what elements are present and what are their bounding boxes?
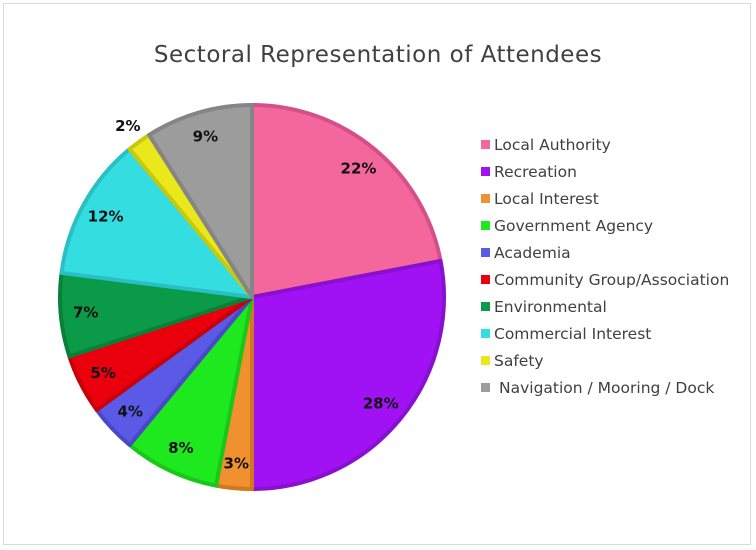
data-label: 7%: [73, 304, 98, 322]
legend-item: Safety: [481, 347, 729, 374]
legend-swatch: [481, 248, 490, 257]
data-label: 5%: [90, 364, 115, 382]
legend-label: Local Authority: [494, 135, 611, 154]
legend-label: Community Group/Association: [494, 270, 730, 289]
legend-label: Government Agency: [494, 216, 654, 235]
legend-label: Local Interest: [494, 189, 599, 208]
legend-item: Navigation / Mooring / Dock: [481, 374, 729, 401]
legend-item: Local Authority: [481, 131, 729, 158]
data-label: 4%: [117, 402, 142, 420]
data-label: 22%: [341, 159, 377, 177]
legend-label: Academia: [494, 243, 571, 262]
pie-slice-navigation-mooring-dock: [147, 103, 254, 299]
legend-swatch: [481, 140, 490, 149]
data-label: 9%: [193, 128, 218, 146]
data-label: 12%: [88, 208, 124, 226]
legend-swatch: [481, 383, 490, 392]
legend-item: Government Agency: [481, 212, 729, 239]
legend-label: Navigation / Mooring / Dock: [499, 378, 715, 397]
data-label: 2%: [115, 117, 140, 135]
legend-item: Commercial Interest: [481, 320, 729, 347]
legend-swatch: [481, 167, 490, 176]
pie-slice-recreation: [250, 259, 446, 491]
legend-label: Safety: [494, 351, 544, 370]
legend-item: Academia: [481, 239, 729, 266]
legend-item: Environmental: [481, 293, 729, 320]
legend-swatch: [481, 221, 490, 230]
legend-item: Local Interest: [481, 185, 729, 212]
legend-swatch: [481, 356, 490, 365]
data-label: 3%: [224, 454, 249, 472]
pie-slice-local-authority: [250, 103, 443, 299]
pie-slice-commercial-interest: [59, 147, 254, 299]
data-label: 8%: [168, 439, 193, 457]
legend-item: Community Group/Association: [481, 266, 729, 293]
legend-label: Environmental: [494, 297, 607, 316]
legend: Local Authority Recreation Local Interest G…: [481, 131, 729, 401]
legend-swatch: [481, 302, 490, 311]
legend-swatch: [481, 275, 490, 284]
legend-item: Recreation: [481, 158, 729, 185]
chart-title: Sectoral Representation of Attendees: [153, 42, 603, 68]
data-label: 28%: [363, 394, 399, 412]
legend-label: Recreation: [494, 162, 577, 181]
legend-swatch: [481, 329, 490, 338]
chart-frame: [3, 3, 751, 545]
legend-label: Commercial Interest: [494, 324, 652, 343]
legend-swatch: [481, 194, 490, 203]
